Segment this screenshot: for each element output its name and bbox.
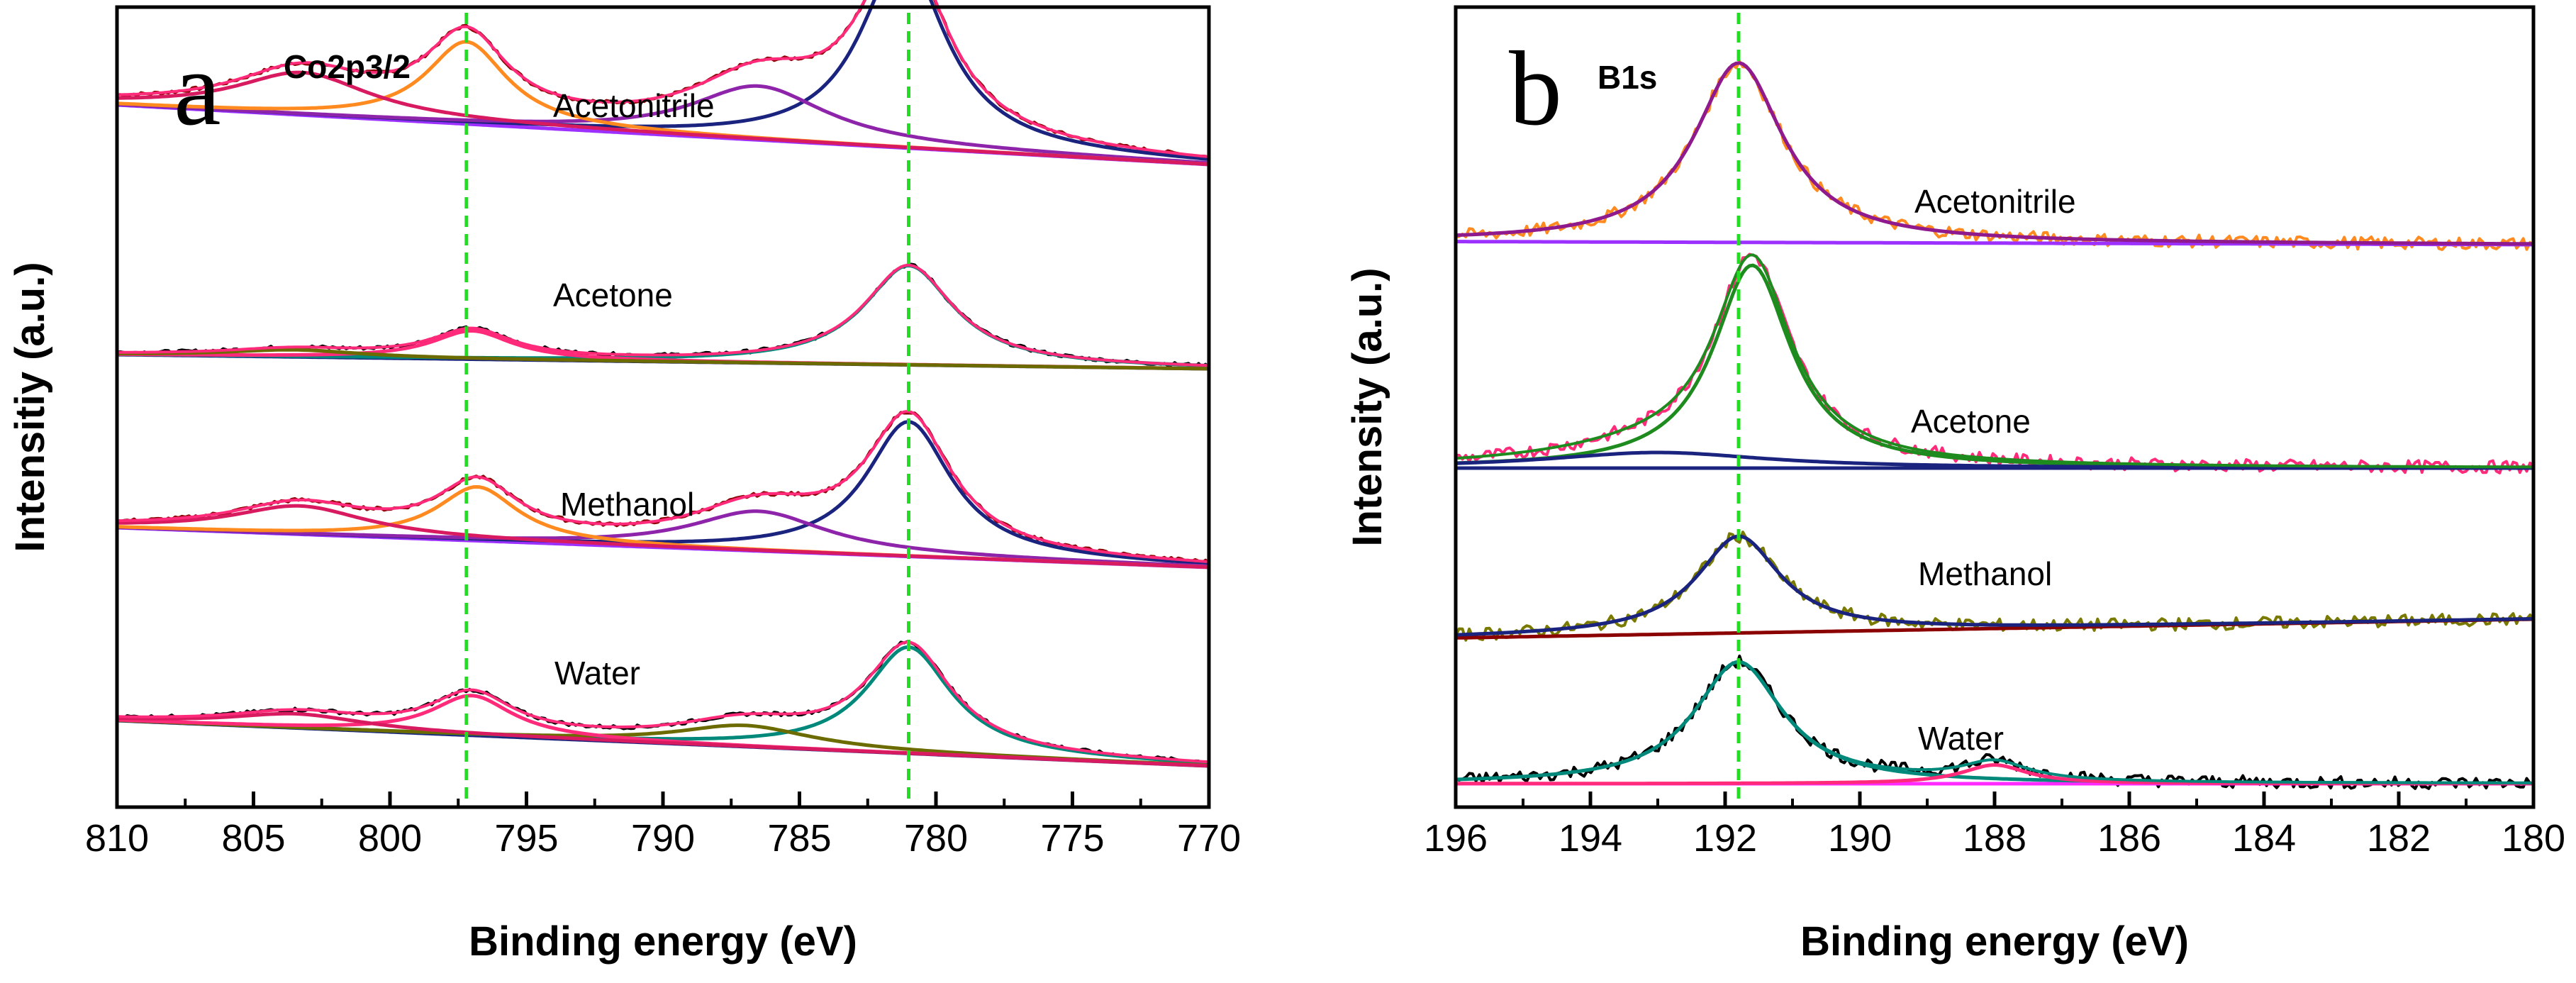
panel-b-tick-label: 196 (1424, 817, 1488, 860)
panel-a-water-peak-3 (116, 694, 1210, 768)
panel-a-tick-label: 800 (358, 817, 422, 860)
panel-a-subtitle: Co2p3/2 (284, 48, 411, 85)
panel-a-label-water: Water (554, 655, 640, 692)
panel-a-label-acetone: Acetone (553, 277, 673, 313)
panel-a-acetone-fit-envelope (117, 263, 1210, 367)
panel-a-water-peak-4 (116, 711, 1210, 768)
panel-a-tick-label: 785 (767, 817, 831, 860)
panel-b-label-water: Water (1918, 720, 2004, 757)
panel-b: 196 194 192 190 188 186 184 182 180 b B1s Aceton… (1344, 5, 2565, 965)
panel-b-acetone-raw-data (1455, 252, 2535, 474)
panel-b-tick-label: 182 (2367, 817, 2431, 860)
panel-b-y-axis-title: Intensity (a.u.) (1344, 267, 1390, 546)
panel-b-water-fit-envelope (1455, 660, 2533, 785)
panel-a-water-fit-envelope (117, 640, 1210, 764)
panel-a-methanol-peak-2 (116, 509, 1210, 568)
panel-a-y-axis-title: Intensitiy (a.u.) (7, 262, 53, 552)
panel-a-acetonitrile-peak-4 (117, 70, 1210, 166)
panel-b-tick-label: 190 (1828, 817, 1892, 860)
panel-a: 810 805 800 795 790 785 780 775 770 a Co2p3/2 Ac… (7, 0, 1241, 965)
panel-a-tick-label: 790 (631, 817, 695, 860)
panel-b-label-acetone: Acetone (1911, 403, 2031, 440)
panel-b-tick-label: 184 (2232, 817, 2296, 860)
panel-a-letter: a (174, 30, 221, 148)
panel-b-tick-label: 186 (2097, 817, 2161, 860)
panel-a-plot-layer (116, 0, 1210, 807)
panel-a-tick-label: 775 (1040, 817, 1104, 860)
panel-b-subtitle: B1s (1598, 59, 1657, 96)
panel-a-x-ticks: 810 805 800 795 790 785 780 775 770 (85, 792, 1241, 860)
panel-b-tick-label: 188 (1963, 817, 2026, 860)
panel-b-tick-label: 180 (2502, 817, 2565, 860)
panel-b-letter: b (1509, 30, 1562, 148)
panel-b-plot-layer (1454, 13, 2535, 807)
panel-b-methanol-fit-envelope (1455, 535, 2533, 637)
panel-a-tick-label: 810 (85, 817, 149, 860)
panel-b-tick-label: 194 (1559, 817, 1622, 860)
panel-a-acetone-peak-3 (117, 348, 1209, 371)
panel-a-methanol-fit-envelope (116, 410, 1210, 563)
panel-a-tick-label: 795 (494, 817, 558, 860)
panel-a-label-acetonitrile: Acetonitrile (553, 87, 715, 124)
panel-a-methanol-peak-4 (117, 504, 1210, 570)
panel-b-label-methanol: Methanol (1918, 555, 2052, 592)
panel-a-tick-label: 780 (904, 817, 968, 860)
panel-b-acetonitrile-fit-envelope (1455, 61, 2533, 245)
panel-a-x-axis-title: Binding energy (eV) (469, 918, 857, 965)
panel-a-acetonitrile-fit-envelope (116, 0, 1210, 158)
panel-a-water-peak-1 (116, 645, 1210, 765)
panel-b-acetone-fit-envelope (1455, 253, 2534, 469)
panel-a-tick-label: 770 (1177, 817, 1241, 860)
panel-b-label-acetonitrile: Acetonitrile (1914, 183, 2076, 220)
panel-a-label-methanol: Methanol (560, 486, 694, 523)
panel-a-acetonitrile-peak-2 (116, 84, 1210, 165)
panel-b-x-axis-title: Binding energy (eV) (1800, 918, 2189, 965)
panel-a-tick-label: 805 (221, 817, 285, 860)
panel-b-tick-label: 192 (1693, 817, 1757, 860)
panel-b-x-ticks: 196 194 192 190 188 186 184 182 180 (1424, 792, 2565, 860)
